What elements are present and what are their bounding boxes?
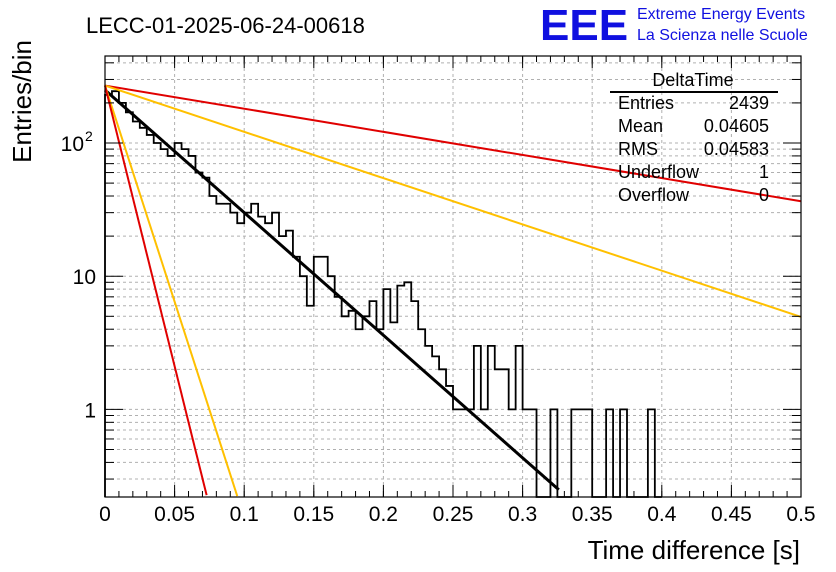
stats-title: DeltaTime (652, 70, 733, 90)
fit-curve-4 (104, 85, 239, 497)
stats-value-mean: 0.04605 (704, 116, 769, 136)
eee-logo: EEE Extreme Energy Events La Scienza nel… (540, 1, 808, 50)
stats-label-underflow: Underflow (618, 162, 700, 182)
x-tick-labels: 0 0.05 0.1 0.15 0.2 0.25 0.3 0.35 0.4 0.45 0.5 (99, 503, 815, 526)
y-tick-exponent: 2 (85, 128, 93, 144)
x-tick-label: 0.4 (647, 503, 677, 526)
chart-title: LECC-01-2025-06-24-00618 (86, 13, 365, 38)
stats-value-overflow: 0 (759, 185, 769, 205)
y-axis-title: Entries/bin (7, 40, 37, 163)
x-tick-label: 0.05 (154, 503, 195, 526)
x-axis-title: Time difference [s] (588, 535, 800, 565)
x-tick-label: 0.15 (293, 503, 334, 526)
x-tick-label: 0.45 (711, 503, 752, 526)
fit-curves (104, 84, 802, 497)
logo-text: EEE (540, 1, 628, 50)
histogram-outline (104, 90, 662, 498)
stats-label-overflow: Overflow (618, 185, 690, 205)
x-tick-label: 0.2 (369, 503, 398, 526)
x-tick-label: 0 (99, 503, 111, 526)
fit-curve-2 (104, 84, 802, 203)
stats-label-mean: Mean (618, 116, 663, 136)
x-tick-label: 0.1 (230, 503, 259, 526)
stats-value-rms: 0.04583 (704, 139, 769, 159)
x-tick-label: 0.5 (786, 503, 815, 526)
fit-curve-3 (104, 84, 802, 318)
stats-box: DeltaTime Entries 2439 Mean 0.04605 RMS … (610, 70, 778, 205)
y-tick-label: 1 (84, 399, 96, 422)
logo-line-2: La Scienza nelle Scuole (637, 27, 808, 44)
fit-curve-1 (104, 88, 560, 491)
histogram (104, 90, 662, 498)
fit-curve-5 (104, 85, 208, 496)
y-tick-label: 10 (61, 133, 84, 156)
x-tick-label: 0.25 (433, 503, 474, 526)
axis-ticks (104, 56, 802, 497)
stats-label-entries: Entries (618, 93, 674, 113)
stats-label-rms: RMS (618, 139, 658, 159)
stats-value-entries: 2439 (729, 93, 769, 113)
stats-value-underflow: 1 (759, 162, 769, 182)
x-tick-label: 0.3 (508, 503, 537, 526)
logo-line-1: Extreme Energy Events (637, 6, 805, 23)
y-tick-label: 10 (73, 266, 96, 289)
x-tick-label: 0.35 (572, 503, 613, 526)
